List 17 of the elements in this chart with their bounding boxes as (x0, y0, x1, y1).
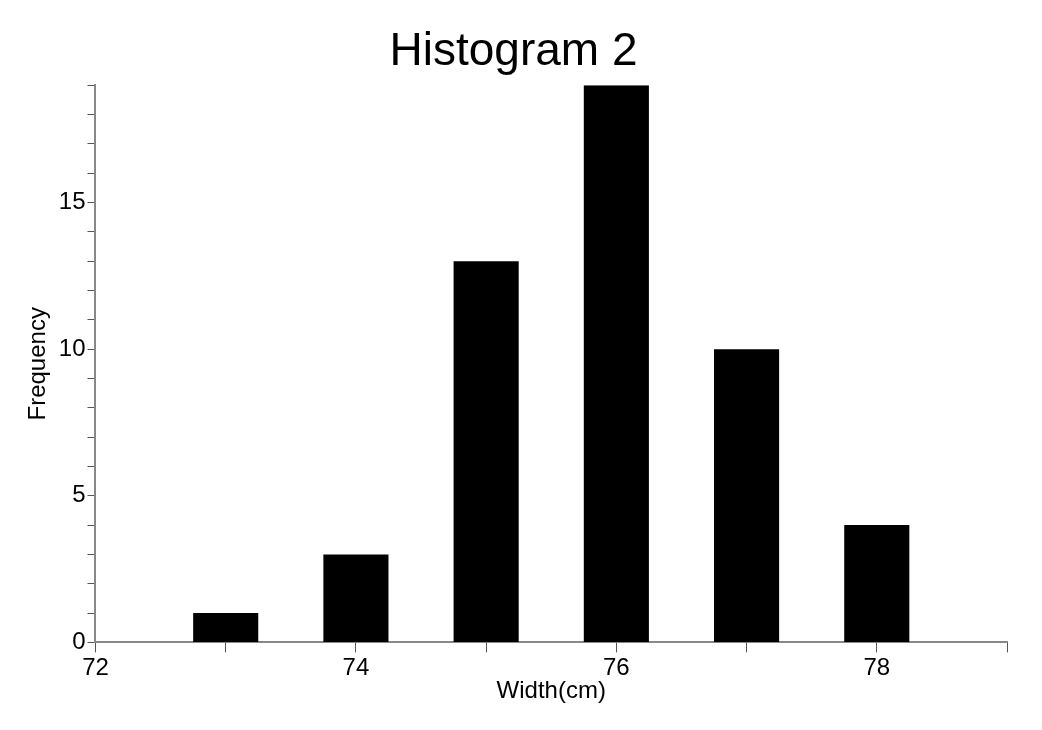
bar (583, 85, 649, 642)
y-tick-label: 10 (58, 333, 86, 361)
x-tick-label: 76 (603, 653, 630, 681)
x-tick-label: 78 (863, 653, 891, 681)
x-tick-label: 74 (342, 653, 370, 681)
bar (844, 525, 910, 642)
bar (453, 261, 519, 642)
bar (193, 613, 259, 642)
y-tick-label: 5 (72, 480, 86, 508)
y-tick-label: 0 (72, 627, 86, 655)
bar (714, 349, 780, 642)
y-axis-title: Frequency (23, 307, 51, 421)
x-tick-label: 72 (82, 653, 109, 681)
bar (323, 554, 389, 642)
chart-title: Histogram 2 (389, 23, 638, 76)
x-axis-title: Width(cm) (496, 676, 606, 704)
y-tick-label: 15 (58, 187, 86, 215)
